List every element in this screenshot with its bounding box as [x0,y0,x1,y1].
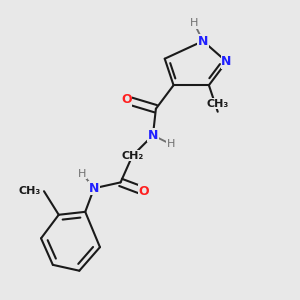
Text: N: N [148,129,158,142]
Text: N: N [89,182,99,195]
Text: O: O [121,93,132,106]
Text: CH₂: CH₂ [121,151,143,161]
Text: CH₃: CH₃ [19,186,41,196]
Text: N: N [198,34,208,48]
Text: H: H [78,169,86,178]
Text: O: O [139,185,149,198]
Text: H: H [167,139,175,149]
Text: CH₃: CH₃ [207,99,229,109]
Text: N: N [221,55,232,68]
Text: H: H [190,18,198,28]
